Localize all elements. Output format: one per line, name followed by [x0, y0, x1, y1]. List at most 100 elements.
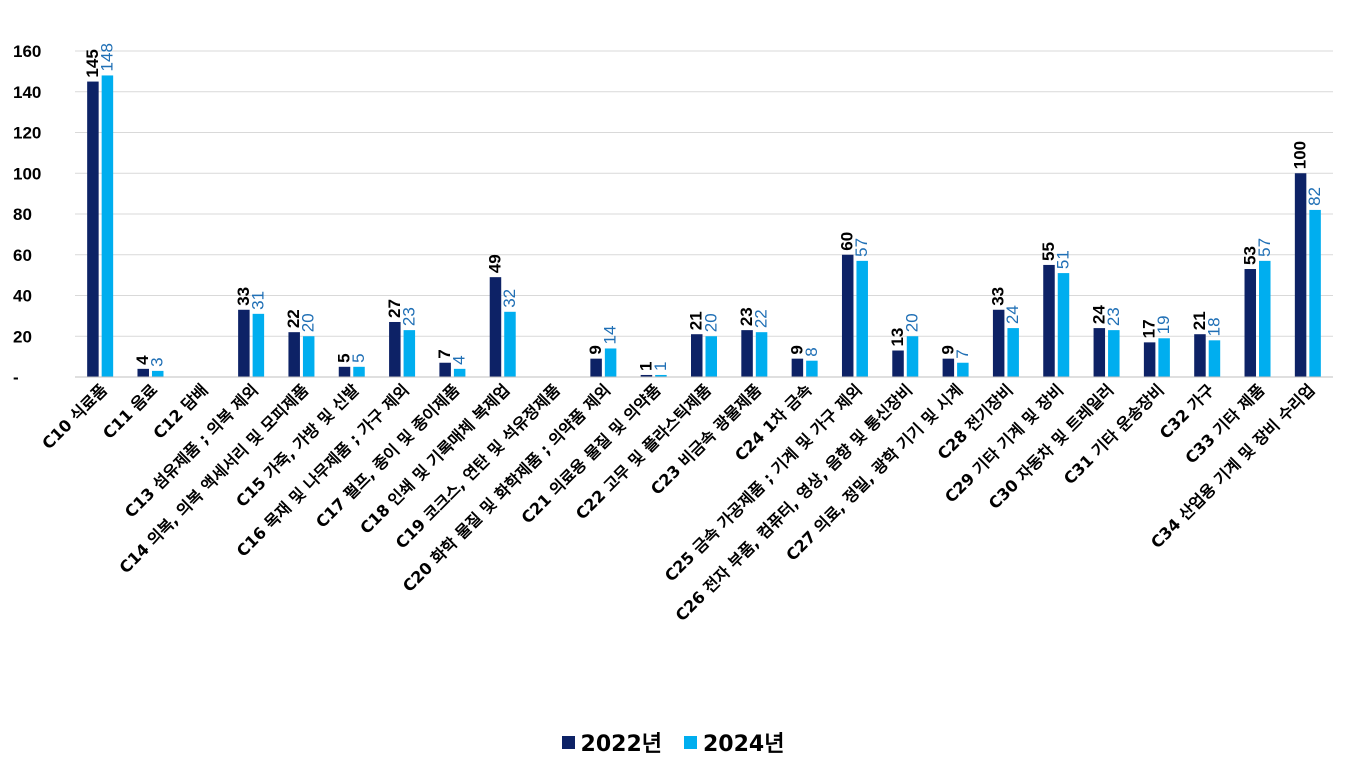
data-label-2024: 3 [148, 357, 167, 366]
data-label-2022: 9 [938, 345, 957, 354]
data-label-2022: 33 [234, 287, 253, 306]
y-tick-label: 120 [13, 124, 41, 143]
data-label-2024: 57 [1255, 238, 1274, 257]
data-label-2024: 23 [1104, 307, 1123, 326]
bar-2024 [1259, 260, 1271, 377]
bar-2022 [640, 374, 653, 377]
legend-swatch-2022 [561, 735, 575, 749]
bar-2024 [453, 368, 466, 377]
data-label-2022: 13 [888, 328, 907, 347]
legend-label-2022: 2022년 [580, 732, 662, 757]
data-label-2024: 5 [349, 353, 368, 362]
legend-label-2024: 2024년 [703, 732, 785, 757]
bar-2024 [957, 362, 969, 377]
y-tick-label: 40 [13, 287, 32, 306]
data-label-2022: 53 [1240, 246, 1259, 265]
x-tick-label: C26 전자 부품, 컴퓨터, 영상, 음향 및 통신장비 [672, 380, 916, 624]
legend-item-2024: 2024년 [684, 726, 784, 758]
y-tick-label: 160 [13, 42, 41, 61]
data-label-2022: 23 [737, 307, 756, 326]
bar-2024 [252, 313, 265, 377]
data-label-2024: 51 [1053, 250, 1072, 269]
data-label-2022: 21 [1190, 311, 1209, 330]
bar-2022 [338, 366, 351, 377]
bar-2022 [791, 358, 804, 377]
data-label-2022: 55 [1039, 242, 1058, 261]
bar-2022 [1294, 173, 1307, 377]
data-label-2022: 60 [838, 232, 857, 251]
y-tick-label: 20 [13, 327, 32, 346]
y-tick-label: - [13, 368, 19, 387]
data-label-2022: 24 [1089, 305, 1108, 324]
data-label-2024: 22 [752, 309, 771, 328]
bar-2022 [87, 81, 99, 377]
data-label-2022: 21 [687, 311, 706, 330]
bar-2024 [1108, 330, 1120, 377]
bar-2022 [288, 332, 300, 377]
bar-2022 [892, 350, 904, 377]
bar-2022 [992, 309, 1005, 377]
bar-2024 [1208, 340, 1221, 377]
y-tick-label: 60 [13, 246, 32, 265]
data-label-2024: 4 [450, 355, 469, 364]
data-label-2024: 19 [1154, 315, 1173, 334]
data-label-2022: 9 [787, 345, 806, 354]
data-label-2024: 1 [651, 361, 670, 370]
data-label-2024: 18 [1204, 317, 1223, 336]
bar-2024 [302, 336, 315, 377]
data-label-2024: 7 [953, 349, 972, 358]
y-tick-label: 140 [13, 83, 41, 102]
y-tick-label: 80 [13, 205, 32, 224]
bar-2024 [705, 336, 717, 377]
data-label-2024: 23 [399, 307, 418, 326]
data-label-2022: 100 [1291, 141, 1310, 169]
data-label-2022: 145 [83, 49, 102, 77]
bar-2024 [755, 332, 768, 377]
bar-2022 [691, 334, 703, 377]
data-label-2022: 4 [133, 355, 152, 365]
data-label-2022: 27 [385, 299, 404, 318]
bar-2024 [504, 311, 516, 377]
bar-2024 [353, 366, 365, 377]
bar-2024 [1007, 328, 1019, 377]
data-label-2022: 22 [284, 309, 303, 328]
bars [87, 75, 1321, 377]
bar-2024 [151, 370, 164, 377]
bar-2022 [238, 309, 250, 377]
data-label-2024: 82 [1305, 187, 1324, 206]
data-label-2022: 17 [1140, 319, 1159, 338]
bar-2022 [489, 277, 502, 377]
y-axis-ticks: - 20 40 60 80 100 120 140 160 [13, 42, 41, 387]
data-label-2022: 1 [636, 361, 655, 370]
data-label-2024: 24 [1003, 305, 1022, 324]
bar-2022 [137, 368, 149, 377]
data-label-2024: 20 [701, 313, 720, 332]
bar-2024 [604, 348, 617, 377]
data-label-2024: 32 [500, 289, 519, 308]
bar-2024 [403, 330, 416, 377]
bar-2024 [1158, 338, 1170, 377]
legend-item-2022: 2022년 [561, 726, 662, 758]
bar-2022 [389, 321, 401, 377]
bar-2022 [1043, 264, 1055, 377]
data-label-2022: 9 [586, 345, 605, 354]
bar-2024 [906, 336, 919, 377]
data-label-2022: 33 [989, 287, 1008, 306]
data-label-2024: 20 [903, 313, 922, 332]
data-label-2024: 8 [802, 347, 821, 356]
data-label-2024: 20 [299, 313, 318, 332]
bar-2022 [942, 358, 955, 377]
bar-2024 [101, 75, 114, 377]
data-label-2022: 49 [485, 254, 504, 273]
bar-2024 [1057, 273, 1070, 377]
bar-2022 [841, 254, 854, 377]
data-label-2024: 31 [248, 291, 267, 310]
bar-2024 [655, 374, 667, 377]
data-label-2024: 57 [852, 238, 871, 257]
data-label-2022: 7 [435, 349, 454, 358]
bar-2022 [1244, 269, 1257, 377]
